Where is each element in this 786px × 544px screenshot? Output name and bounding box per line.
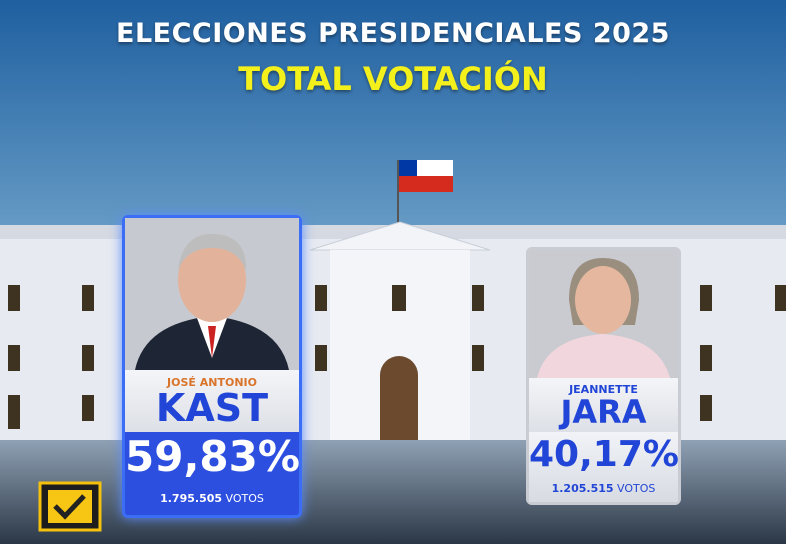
vote-count: 1.795.505 [160, 492, 223, 505]
title: ELECCIONES PRESIDENCIALES 2025 [116, 18, 670, 49]
percentage: 40,17% [529, 434, 679, 475]
votes: 1.205.515 VOTOS [529, 482, 678, 495]
votes: 1.795.505 VOTOS [125, 492, 299, 505]
candidate-card: JOSÉ ANTONIO KAST 59,83% 1.795.505 VOTOS [122, 215, 302, 518]
vote-count: 1.205.515 [551, 482, 614, 495]
subtitle: TOTAL VOTACIÓN [238, 60, 548, 98]
vote-unit: VOTOS [225, 492, 264, 505]
result-panel [529, 432, 678, 502]
candidate-photo [529, 250, 678, 378]
first-name: JEANNETTE [569, 383, 638, 396]
vote-unit: VOTOS [617, 482, 656, 495]
candidate-card: JEANNETTE JARA 40,17% 1.205.515 VOTOS [526, 247, 681, 505]
name-panel: JEANNETTE JARA [529, 378, 678, 432]
last-name: KAST [155, 386, 269, 430]
candidate-photo [125, 218, 299, 370]
first-name: JOSÉ ANTONIO [167, 376, 257, 389]
percentage: 59,83% [125, 432, 300, 481]
last-name: JARA [560, 393, 647, 431]
name-panel: JOSÉ ANTONIO KAST [125, 370, 299, 432]
